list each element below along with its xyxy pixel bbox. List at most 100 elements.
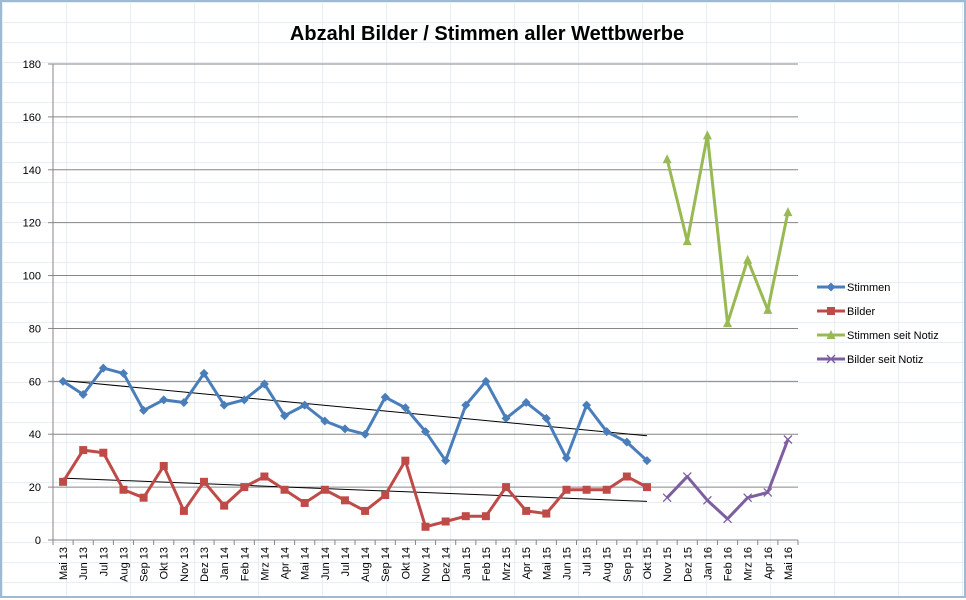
- data-point: [481, 512, 490, 521]
- data-point: [481, 376, 491, 386]
- data-point: [723, 318, 733, 328]
- x-tick-label: Jan 16: [702, 547, 714, 580]
- data-point: [421, 522, 430, 531]
- data-point: [783, 207, 793, 217]
- y-tick-label: 160: [23, 112, 41, 124]
- data-point: [340, 424, 350, 434]
- x-tick-label: Nov 13: [179, 547, 191, 582]
- data-point: [78, 390, 88, 400]
- data-point: [522, 506, 531, 515]
- data-point: [562, 485, 571, 494]
- data-point: [179, 506, 188, 515]
- x-tick-label: Aug 15: [602, 547, 614, 582]
- data-point: [582, 400, 592, 410]
- x-tick-label: Dez 15: [682, 547, 694, 582]
- x-tick-label: Mai 13: [58, 547, 70, 580]
- series-line: [62, 366, 649, 463]
- legend-item: Bilder: [817, 306, 875, 318]
- data-point: [662, 493, 672, 503]
- data-point: [58, 376, 68, 386]
- data-point: [361, 506, 370, 515]
- x-tick-label: Mai 16: [783, 547, 795, 580]
- data-point: [702, 130, 712, 140]
- legend-label: Bilder: [847, 306, 875, 318]
- data-point: [59, 477, 68, 486]
- data-point: [340, 496, 349, 505]
- series-bilder: [59, 446, 651, 531]
- y-tick-label: 140: [23, 165, 41, 177]
- legend-label: Stimmen seit Notiz: [847, 330, 939, 342]
- series-bilder-seit-notiz: [662, 435, 793, 524]
- data-point: [380, 392, 390, 402]
- x-tick-label: Jan 15: [461, 547, 473, 580]
- data-point: [421, 427, 430, 437]
- x-tick-label: Apr 14: [280, 547, 292, 579]
- data-point: [682, 472, 692, 481]
- data-point: [826, 330, 836, 339]
- data-point: [139, 493, 148, 502]
- x-tick-label: Nov 14: [421, 547, 433, 582]
- x-tick-label: Apr 15: [521, 547, 533, 579]
- data-point: [622, 472, 631, 481]
- x-tick-label: Mrz 16: [743, 547, 755, 581]
- data-point: [561, 453, 571, 463]
- data-point: [200, 477, 209, 486]
- x-tick-label: Feb 16: [723, 547, 735, 581]
- data-point: [260, 472, 269, 481]
- data-point: [119, 485, 128, 494]
- chart-title: Abzahl Bilder / Stimmen aller Wettbwerbe: [290, 23, 684, 45]
- data-point: [541, 413, 551, 423]
- x-tick-label: Jun 15: [561, 547, 573, 580]
- legend-item: Bilder seit Notiz: [817, 354, 923, 366]
- x-tick-label: Feb 15: [481, 547, 493, 581]
- data-point: [199, 368, 209, 378]
- data-point: [320, 485, 329, 494]
- legend-item: Stimmen: [817, 282, 890, 294]
- y-tick-label: 100: [23, 271, 41, 283]
- data-point: [220, 501, 229, 510]
- series-stimmen: [58, 363, 652, 466]
- data-point: [826, 282, 836, 292]
- x-tick-label: Sep 15: [622, 547, 634, 582]
- series-line: [665, 133, 790, 325]
- legend-label: Bilder seit Notiz: [847, 354, 923, 366]
- data-point: [381, 491, 390, 500]
- data-point: [118, 368, 128, 378]
- x-tick-label: Jul 15: [582, 547, 594, 576]
- x-tick-label: Mai 14: [300, 547, 312, 580]
- series-lines: [58, 130, 793, 531]
- x-tick-label: Dez 14: [441, 547, 453, 582]
- data-point: [521, 397, 531, 407]
- data-point: [219, 400, 229, 410]
- data-point: [501, 413, 511, 423]
- data-point: [461, 400, 471, 410]
- data-point: [320, 416, 330, 426]
- data-point: [79, 446, 88, 455]
- data-point: [280, 411, 290, 421]
- x-tick-label: Aug 13: [118, 547, 130, 582]
- data-point: [783, 435, 793, 444]
- data-point: [139, 405, 149, 415]
- data-point: [259, 379, 269, 389]
- data-point: [401, 456, 410, 465]
- trendline: [63, 477, 648, 502]
- y-tick-label: 20: [29, 482, 41, 494]
- data-point: [159, 461, 168, 470]
- data-point: [300, 498, 309, 507]
- data-point: [240, 483, 249, 492]
- x-tick-label: Jul 14: [340, 547, 352, 576]
- x-tick-label: Sep 14: [380, 547, 392, 582]
- y-tick-label: 0: [35, 535, 41, 547]
- data-point: [702, 495, 712, 505]
- data-point: [461, 512, 470, 521]
- data-point: [582, 485, 591, 494]
- x-tick-label: Jan 14: [219, 547, 231, 580]
- x-tick-label: Mrz 14: [259, 547, 271, 581]
- series-line: [61, 448, 648, 529]
- data-point: [300, 400, 310, 410]
- x-tick-label: Sep 13: [139, 547, 151, 582]
- data-point: [99, 448, 108, 457]
- data-point: [602, 485, 611, 494]
- legend: Stimmen Bilder Stimmen seit Notiz Bilder se…: [817, 282, 939, 366]
